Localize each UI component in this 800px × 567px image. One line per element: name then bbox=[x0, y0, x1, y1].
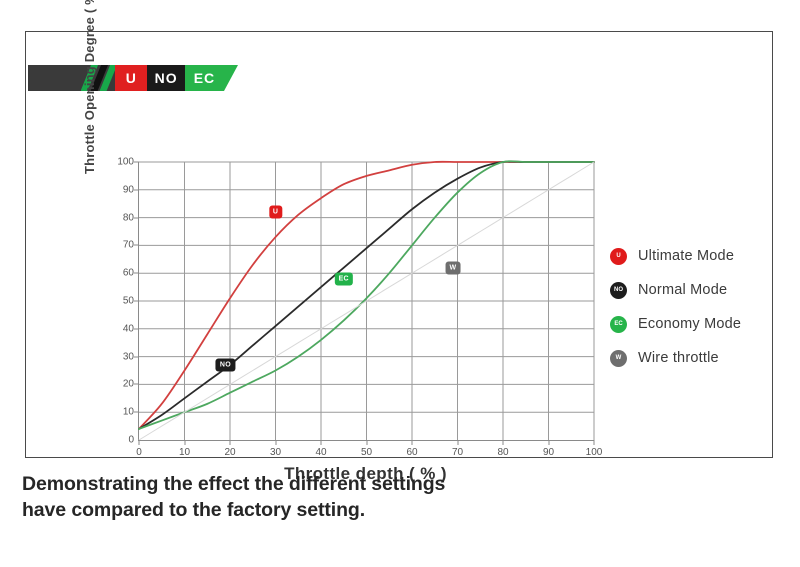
x-tick-mark bbox=[411, 440, 413, 445]
x-tick-mark bbox=[320, 440, 322, 445]
x-tick-mark bbox=[457, 440, 458, 445]
curve-ultimate-mode bbox=[138, 160, 595, 430]
banner-ec-block: EC bbox=[184, 65, 224, 91]
y-tick-mark bbox=[134, 411, 139, 413]
y-tick-label: 20 bbox=[122, 378, 134, 390]
legend-marker-ultimate-icon: U bbox=[610, 247, 627, 265]
x-tick-mark bbox=[366, 440, 367, 445]
y-tick-label: 40 bbox=[122, 323, 134, 335]
x-tick-label: 50 bbox=[360, 447, 373, 458]
y-tick-mark bbox=[134, 189, 139, 191]
y-tick-mark bbox=[134, 300, 139, 302]
y-tick-mark bbox=[134, 217, 139, 219]
curve-lines bbox=[138, 160, 595, 441]
y-tick-mark bbox=[134, 383, 139, 385]
x-tick-mark bbox=[593, 440, 595, 445]
x-tick-label: 80 bbox=[497, 447, 509, 458]
banner-tip bbox=[224, 65, 238, 91]
chart-panel: U NO EC Throttle Opening Degree ( % ) 0 1… bbox=[25, 0, 773, 483]
x-tick-label: 70 bbox=[451, 447, 464, 458]
y-tick-label: 90 bbox=[122, 184, 134, 196]
y-tick-label: 80 bbox=[122, 212, 134, 224]
y-tick-mark bbox=[134, 161, 139, 163]
plot-badge-ultimate: U bbox=[268, 205, 283, 219]
x-tick-mark bbox=[184, 440, 185, 445]
x-tick-label: 90 bbox=[542, 447, 555, 458]
brand-banner: U NO EC bbox=[28, 65, 224, 91]
y-tick-label: 0 bbox=[128, 434, 134, 446]
x-axis-title: Throttle depth ( % ) bbox=[284, 464, 447, 483]
legend-marker-wire-icon: W bbox=[610, 349, 627, 367]
banner-u-block: U bbox=[115, 65, 148, 91]
x-tick-label: 60 bbox=[406, 447, 418, 458]
y-tick-mark bbox=[134, 272, 139, 274]
y-tick-mark bbox=[134, 244, 139, 246]
legend-item-normal: NO Normal Mode bbox=[610, 273, 785, 307]
legend-label-economy: Economy Mode bbox=[638, 316, 742, 332]
x-tick-mark bbox=[138, 440, 140, 445]
x-tick-mark bbox=[275, 440, 276, 445]
x-tick-label: 30 bbox=[269, 447, 282, 458]
caption-line-2: have compared to the factory setting. bbox=[22, 498, 366, 521]
x-tick-label: 0 bbox=[136, 447, 142, 458]
y-tick-mark bbox=[134, 356, 139, 358]
banner-slash-group bbox=[81, 65, 116, 91]
caption-line-1: Demonstrating the effect the different s… bbox=[22, 473, 446, 495]
legend-marker-normal-icon: NO bbox=[610, 281, 627, 299]
legend-label-ultimate: Ultimate Mode bbox=[638, 248, 735, 264]
plot-badge-wire: W bbox=[445, 261, 461, 275]
legend-marker-economy-icon: EC bbox=[610, 315, 627, 333]
legend-label-normal: Normal Mode bbox=[638, 282, 728, 298]
curve-economy-mode bbox=[138, 160, 595, 430]
curve-normal-mode bbox=[138, 160, 595, 430]
x-tick-label: 20 bbox=[224, 447, 236, 458]
plot-badge-normal: NO bbox=[215, 358, 235, 372]
legend-item-economy: EC Economy Mode bbox=[610, 307, 785, 341]
y-tick-label: 30 bbox=[122, 351, 134, 363]
legend-item-ultimate: U Ultimate Mode bbox=[610, 239, 785, 273]
plot-badge-economy: EC bbox=[334, 272, 353, 286]
chart-legend: U Ultimate Mode NO Normal Mode EC Econom… bbox=[610, 239, 785, 375]
banner-no-block: NO bbox=[147, 65, 185, 91]
y-axis-title: Throttle Opening Degree ( % ) bbox=[82, 0, 97, 174]
x-tick-label: 10 bbox=[178, 447, 191, 458]
x-tick-mark bbox=[502, 440, 504, 445]
x-tick-label: 100 bbox=[585, 447, 603, 458]
legend-item-wire: W Wire throttle bbox=[610, 341, 785, 375]
y-tick-label: 50 bbox=[122, 295, 134, 307]
x-tick-mark bbox=[229, 440, 231, 445]
y-tick-label: 60 bbox=[122, 267, 134, 279]
y-tick-label: 100 bbox=[117, 156, 134, 168]
caption: Demonstrating the effect the different s… bbox=[22, 472, 762, 523]
legend-label-wire: Wire throttle bbox=[638, 350, 719, 366]
x-tick-mark bbox=[548, 440, 549, 445]
curve-wire-throttle bbox=[138, 161, 595, 441]
y-tick-label: 70 bbox=[122, 239, 134, 251]
x-tick-label: 40 bbox=[315, 447, 327, 458]
banner-dark-block bbox=[28, 65, 82, 91]
plot-area: 0 10 20 30 40 50 60 70 80 90 100 0 10 20 30 40 50 60 70 80… bbox=[117, 157, 602, 459]
y-tick-mark bbox=[134, 328, 139, 330]
y-tick-label: 10 bbox=[122, 406, 134, 418]
